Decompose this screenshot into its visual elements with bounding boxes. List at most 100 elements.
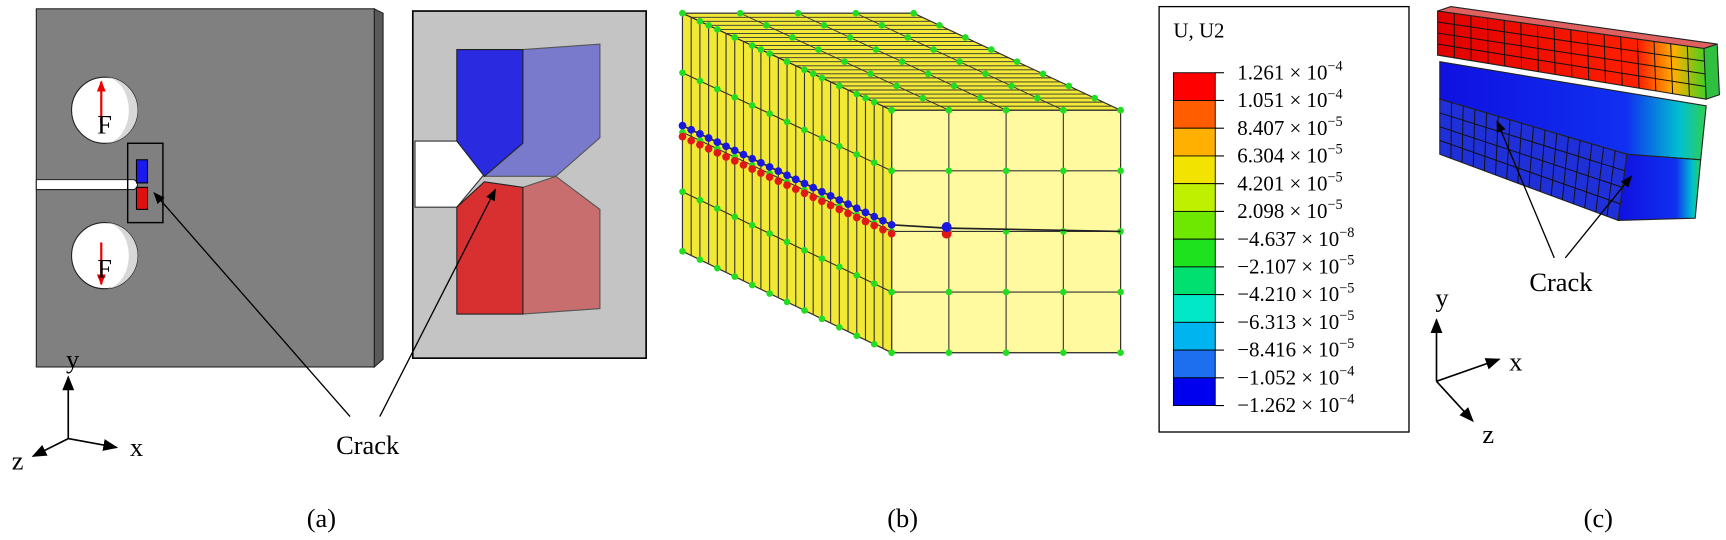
- legend-mantissa: −6.313 × 10: [1237, 310, 1339, 334]
- legend-swatch: [1172, 377, 1216, 406]
- beam-mesh-line: [1439, 140, 1621, 205]
- mesh-node: [836, 82, 843, 90]
- mesh-node: [783, 118, 791, 126]
- panel-b: [678, 9, 1124, 356]
- mesh-node: [783, 238, 791, 246]
- mesh-node: [888, 349, 895, 356]
- legend-exponent: −5: [1327, 142, 1342, 158]
- mesh-node: [853, 151, 861, 158]
- mesh-node: [801, 307, 808, 314]
- legend-mantissa: 6.304 × 10: [1237, 144, 1327, 168]
- crack-node: [783, 181, 791, 189]
- crack-node: [704, 144, 713, 153]
- crack-node: [879, 225, 887, 234]
- mesh-node: [679, 188, 686, 196]
- crack-node: [870, 212, 879, 221]
- beam-mesh-line: [1437, 32, 1706, 75]
- mesh-node: [1002, 106, 1010, 114]
- legend-exponent: −8: [1339, 225, 1354, 241]
- mesh-node: [878, 22, 886, 29]
- legend-swatch: [1172, 72, 1216, 101]
- legend-swatch: [1172, 294, 1216, 323]
- lower-front: [456, 181, 524, 315]
- caption: (b): [887, 503, 918, 533]
- mesh-node: [731, 34, 739, 41]
- mesh-node: [679, 9, 686, 17]
- crack-node: [852, 204, 861, 213]
- crack-node: [765, 163, 774, 171]
- legend-swatch: [1172, 210, 1216, 240]
- mesh-node: [898, 58, 906, 66]
- mesh-node: [976, 94, 984, 102]
- crack-node: [678, 132, 687, 141]
- panel-a: F F Crack y x z (a): [12, 7, 647, 533]
- mesh-node: [888, 106, 895, 114]
- mesh-node: [945, 288, 953, 296]
- zoom-notch: [414, 140, 486, 208]
- axis-label: z: [1482, 419, 1494, 449]
- mesh-node: [1002, 167, 1010, 175]
- mesh-node: [836, 324, 843, 331]
- legend-swatch: [1172, 100, 1216, 129]
- crack-node: [809, 193, 818, 202]
- crack-arrow: [153, 191, 351, 418]
- mesh-node: [841, 58, 848, 66]
- mesh-node: [1002, 288, 1010, 296]
- mesh-node: [956, 58, 963, 66]
- hole-shade: [104, 77, 138, 144]
- mesh-node: [924, 70, 932, 78]
- crack-node: [844, 200, 852, 209]
- crack-node: [748, 154, 757, 163]
- crack-node: [835, 205, 844, 214]
- crack-node: [835, 196, 844, 204]
- legend-label: 6.304 × 10−5: [1237, 142, 1342, 168]
- mesh-node: [836, 142, 843, 150]
- crack-node: [818, 197, 826, 206]
- crack-node: [800, 189, 809, 198]
- mesh-node: [853, 332, 861, 340]
- legend-swatch: [1172, 238, 1216, 268]
- zoom-box: [126, 142, 164, 224]
- mesh-node: [1060, 106, 1067, 114]
- axis-label: y: [66, 344, 80, 374]
- mesh-node: [870, 98, 878, 106]
- mesh-node: [696, 18, 704, 25]
- mesh-node: [1060, 288, 1067, 296]
- crack-node: [809, 183, 818, 192]
- crack-node: [870, 221, 879, 230]
- crack-node: [861, 208, 870, 217]
- crack-node: [852, 213, 861, 222]
- axis-label: x: [1509, 346, 1522, 376]
- crack-node: [748, 165, 757, 173]
- legend-swatch: [1172, 321, 1216, 351]
- mesh-node: [783, 298, 791, 306]
- legend: U, U2 1.261 × 10−41.051 × 10−48.407 × 10…: [1158, 5, 1410, 433]
- crack-node: [757, 158, 765, 167]
- legend-exponent: −4: [1339, 364, 1354, 380]
- legend-mantissa: 2.098 × 10: [1237, 199, 1327, 223]
- mesh-node: [870, 340, 878, 348]
- legend-exponent: −5: [1327, 169, 1342, 185]
- legend-label: −1.262 × 10−4: [1237, 391, 1354, 417]
- mesh-node: [763, 22, 770, 29]
- mesh-node: [766, 230, 773, 237]
- legend-label: 4.201 × 10−5: [1237, 169, 1342, 195]
- crack-node: [765, 173, 774, 181]
- crack-node: [844, 209, 852, 218]
- mesh-node: [982, 70, 989, 78]
- notch: [35, 179, 139, 191]
- force-label: F: [97, 109, 112, 139]
- mesh-node: [852, 9, 860, 17]
- mesh-node: [945, 349, 953, 356]
- legend-label: −8.416 × 10−5: [1237, 336, 1354, 362]
- crack-node: [687, 136, 696, 145]
- legend-swatch: [1172, 183, 1216, 212]
- mesh-node: [815, 46, 822, 53]
- axis-x: [68, 437, 119, 451]
- legend-label: 8.407 × 10−5: [1237, 114, 1342, 140]
- mesh-node: [1117, 167, 1124, 175]
- mesh-node: [987, 46, 995, 53]
- crack-node: [687, 125, 696, 134]
